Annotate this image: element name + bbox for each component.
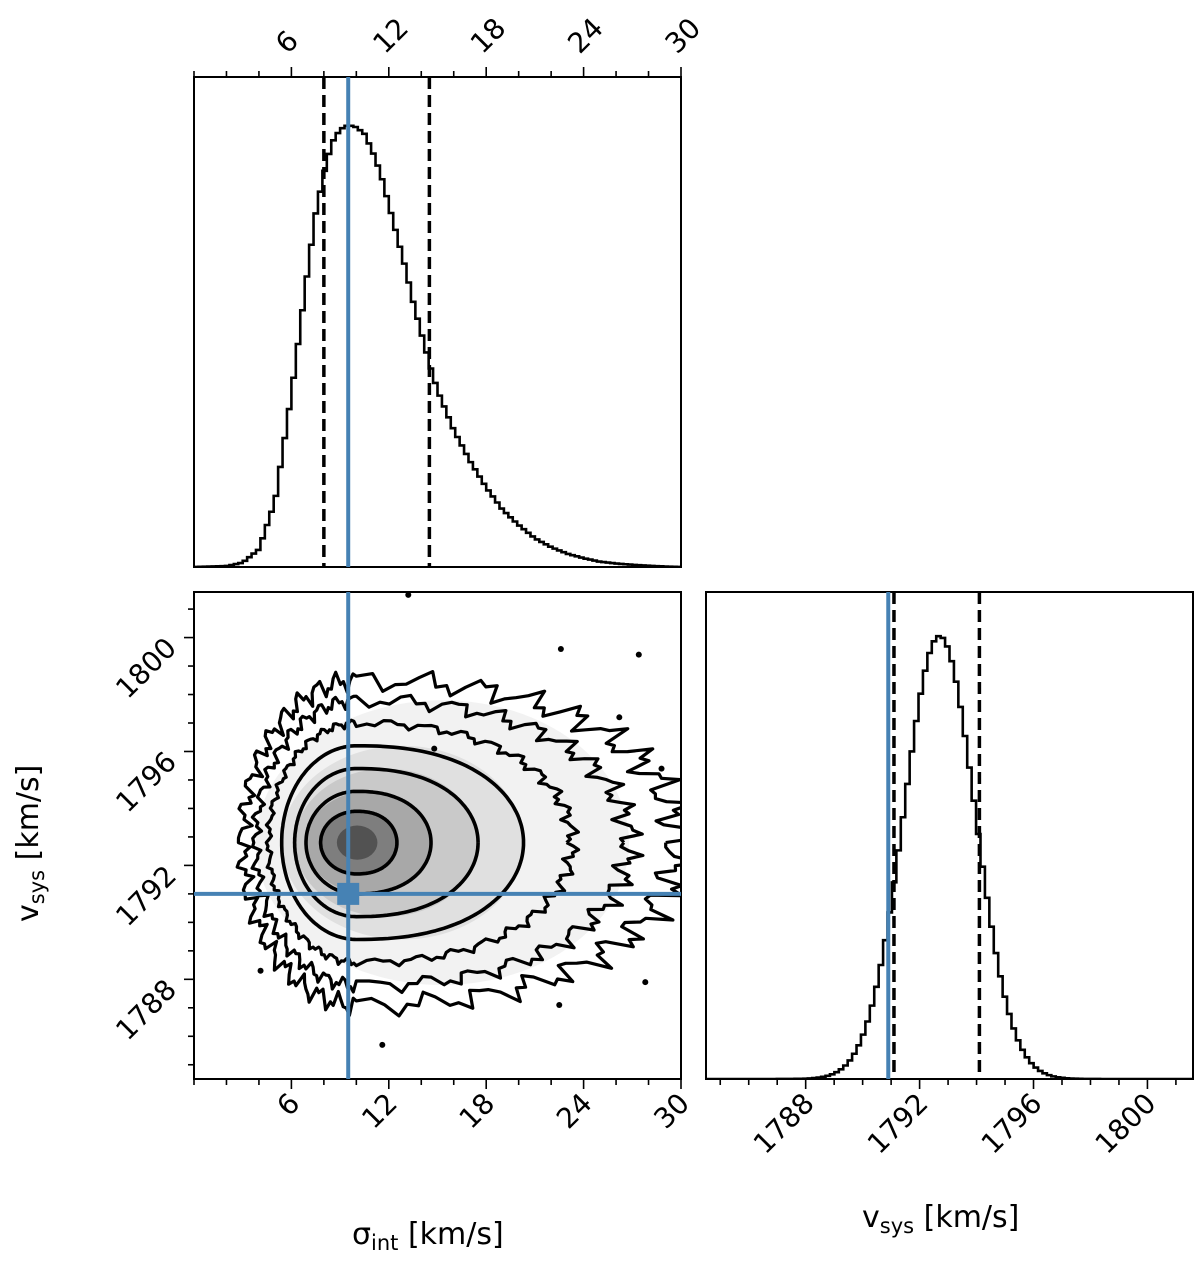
vsys-bottom-x-tick-label: 1796 [975, 1087, 1049, 1161]
sigma-top-x-tick-label: 30 [659, 11, 708, 60]
x-axis-label-sigma: σint [km/s] [352, 1217, 504, 1255]
vsys-bottom-x-tick-label: 1788 [747, 1087, 821, 1161]
outlier-point-5 [658, 765, 665, 772]
x-axis-label-vsys: vsys [km/s] [862, 1200, 1019, 1238]
contour-level-6 [235, 669, 681, 1018]
joint-truth-lines [194, 592, 681, 1079]
sigma-top-x-tick-label: 18 [464, 11, 513, 60]
contour-level-1 [304, 789, 433, 896]
joint-density-contours [235, 592, 681, 1048]
axis-ticks [184, 67, 1177, 1089]
tick-labels: 6 12 18 24 30 6 12 18 24 30 1788 1792 1796 1800 1788 17… [109, 11, 1162, 1160]
contour-level-3 [279, 743, 526, 942]
contour-level-4 [264, 718, 581, 968]
sigma-top-x-tick-label: 12 [366, 11, 415, 60]
density-layer-5 [336, 825, 378, 860]
vsys-y-tick-label: 1792 [109, 859, 183, 933]
joint-truth-marker [337, 882, 360, 905]
vsys-y-tick-label: 1796 [109, 745, 183, 819]
vsys-y-tick-label: 1800 [109, 631, 183, 705]
sigma-bottom-x-tick-label: 12 [355, 1087, 404, 1136]
sigma-histogram-step [194, 124, 681, 567]
contour-level-5 [250, 693, 645, 995]
outlier-point-2 [635, 651, 642, 658]
y-axis-label-vsys: vsys [km/s] [11, 765, 49, 922]
outlier-point-7 [556, 1001, 563, 1008]
vsys-histogram-step [706, 634, 1193, 1079]
panel-bottom-left-frame [193, 591, 682, 1080]
sigma-histogram-panel [194, 77, 681, 567]
outlier-point-9 [642, 979, 649, 986]
vsys-histogram-panel [706, 592, 1193, 1079]
outlier-point-4 [616, 714, 623, 721]
outlier-point-3 [431, 745, 438, 752]
vsys-bottom-x-tick-label: 1800 [1089, 1087, 1163, 1161]
contour-level-0 [318, 809, 399, 876]
contour-level-2 [292, 766, 480, 919]
vsys-bottom-x-tick-label: 1792 [861, 1087, 935, 1161]
density-layer-2 [294, 768, 479, 917]
sigma-bottom-x-tick-label: 6 [270, 1087, 306, 1123]
vsys-y-tick-label: 1788 [109, 973, 183, 1047]
sigma-top-x-tick-label: 6 [269, 24, 305, 60]
outlier-point-8 [257, 967, 264, 974]
outlier-point-0 [405, 592, 412, 598]
sigma-bottom-x-tick-label: 24 [550, 1087, 599, 1136]
outlier-point-1 [557, 645, 564, 652]
sigma-bottom-x-tick-label: 30 [647, 1087, 696, 1136]
density-layer-4 [320, 811, 397, 874]
outlier-point-6 [379, 1041, 386, 1048]
panel-top-left-frame [193, 76, 682, 568]
sigma-top-x-tick-label: 24 [561, 11, 610, 60]
panel-bottom-right-frame [705, 591, 1194, 1080]
sigma-bottom-x-tick-label: 18 [453, 1087, 502, 1136]
